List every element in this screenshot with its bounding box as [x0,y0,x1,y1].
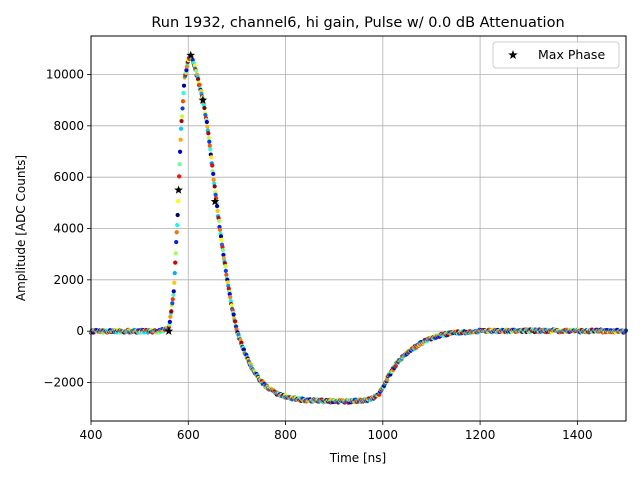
scatter-point [177,174,182,179]
chart-title: Run 1932, channel6, hi gain, Pulse w/ 0.… [151,15,564,31]
scatter-point [216,218,222,224]
scatter-point [210,163,215,168]
scatter-point [217,227,223,232]
y-tick-label: 6000 [53,170,84,184]
scatter-point [170,301,175,306]
y-tick-label: 10000 [46,68,84,82]
scatter-point [177,149,183,154]
scatter-points [88,53,629,405]
y-tick-label: 4000 [53,222,84,236]
scatter-point [175,222,180,228]
scatter-point [207,139,212,144]
scatter-point [220,244,225,250]
scatter-point [173,260,178,265]
y-axis-ticks: −2000 0 2000 4000 6000 8000 10000 [43,68,91,390]
max-phase-star [198,95,208,104]
scatter-point [215,208,220,214]
scatter-point [208,147,213,152]
scatter-point [179,118,184,124]
y-tick-label: 2000 [53,273,84,287]
x-tick-label: 1200 [465,428,496,442]
x-tick-label: 400 [80,428,103,442]
scatter-point [224,272,229,277]
scatter-point [194,68,199,74]
scatter-point [202,105,207,111]
scatter-point [212,184,217,189]
scatter-point [220,248,226,253]
scatter-point [169,309,174,314]
scatter-point [213,192,218,197]
x-tick-label: 600 [177,428,200,442]
scatter-point [168,314,173,319]
scatter-point [172,280,177,285]
legend-box [492,41,620,69]
x-tick-label: 1000 [368,428,399,442]
scatter-point [223,268,228,273]
max-phase-star [164,326,174,335]
y-tick-label: 0 [76,324,84,338]
scatter-point [226,286,231,291]
scatter-point [204,119,209,125]
x-axis-ticks: 400 600 800 1000 1200 1400 [80,421,593,442]
scatter-point [172,271,177,276]
scatter-point [179,114,185,119]
scatter-point [209,155,214,160]
scatter-point [171,292,176,298]
legend-label-max-phase: Max Phase [538,47,605,62]
scatter-point [177,162,182,167]
scatter-point [218,234,224,239]
scatter-point [167,319,172,324]
scatter-point [176,199,181,204]
scatter-point [232,319,238,324]
scatter-point [206,131,211,136]
scatter-point [174,230,179,235]
scatter-point [180,106,185,111]
x-tick-label: 1400 [562,428,593,442]
scatter-point [223,264,228,269]
scatter-point [231,312,236,317]
scatter-point [173,251,178,256]
scatter-point [171,289,176,294]
scatter-point [241,347,246,352]
scatter-point [228,295,233,300]
scatter-point [197,82,202,88]
y-axis-label: Amplitude [ADC Counts] [14,155,28,301]
scatter-point [229,303,234,308]
max-phase-star [174,185,183,194]
scatter-point [184,64,189,69]
scatter-point [221,252,226,257]
scatter-point [211,177,216,182]
y-tick-label: −2000 [43,376,84,390]
scatter-point [225,280,230,285]
scatter-point [205,124,210,129]
scatter-point [211,171,216,177]
max-phase-markers [164,50,220,335]
scatter-point [175,212,180,218]
scatter-point [181,90,186,96]
scatter-point [170,297,175,302]
scatter-point [192,63,197,68]
x-tick-label: 800 [274,428,297,442]
scatter-point [219,237,224,242]
scatter-point [181,83,187,88]
x-axis-label: Time [ns] [329,451,386,465]
scatter-point [206,136,211,141]
grid-lines [90,36,626,421]
scatter-point [178,126,184,131]
scatter-point [174,239,179,245]
legend: Max Phase [492,41,620,69]
scatter-point [180,99,186,104]
scatter-point [178,137,183,142]
scatter-point [184,68,189,73]
max-phase-star [186,50,196,59]
y-tick-label: 8000 [53,119,84,133]
scatter-point [196,77,201,82]
legend-star-marker [508,50,518,60]
max-phase-star [210,196,220,206]
scatter-point [207,143,212,148]
scatter-point [214,203,220,209]
